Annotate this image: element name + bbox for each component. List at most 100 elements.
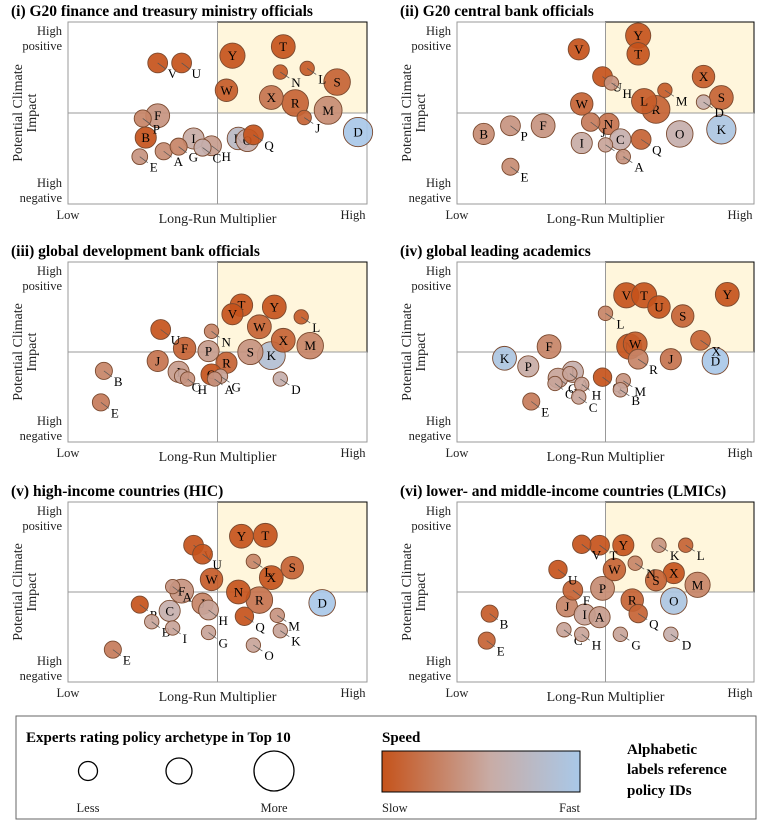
bubble-V xyxy=(567,38,590,61)
bubble-J xyxy=(146,349,169,373)
bubble-label-X: X xyxy=(267,570,277,585)
leader-line-M xyxy=(664,89,675,97)
y-axis-title-2: Impact xyxy=(25,572,40,611)
bubble-label-Y: Y xyxy=(633,28,643,43)
bubble-O xyxy=(666,120,694,148)
bubble-label-S: S xyxy=(289,560,296,575)
leader-line-L xyxy=(685,544,695,552)
leader-line-N xyxy=(635,562,645,570)
bubble-D xyxy=(308,589,336,617)
bubble-W xyxy=(602,557,627,582)
bubble-label-M: M xyxy=(288,618,300,633)
legend-speed-title: Speed xyxy=(382,730,421,746)
bubble-label-J: J xyxy=(601,125,606,140)
panel-title: (vi) lower- and middle-income countries … xyxy=(400,483,726,500)
y-low-label-2: negative xyxy=(409,669,452,683)
leader-line-U xyxy=(557,569,567,576)
leader-line-B xyxy=(103,370,113,378)
bubble-label-R: R xyxy=(291,95,300,110)
bubble-W xyxy=(246,314,272,340)
y-axis-title: Potential Climate xyxy=(11,64,26,162)
leader-line-H xyxy=(208,609,217,617)
y-high-label-2: positive xyxy=(411,39,451,53)
bubble-label-U: U xyxy=(192,66,202,81)
bubble-label-P: P xyxy=(520,129,527,144)
bubble-label-E: E xyxy=(541,405,549,420)
y-high-label: High xyxy=(426,264,452,278)
bubble-label-Q: Q xyxy=(255,619,265,634)
leader-line-E xyxy=(486,640,495,647)
y-high-label-2: positive xyxy=(22,519,62,533)
panel-title: (iv) global leading academics xyxy=(400,243,591,260)
x-high-label: High xyxy=(728,208,754,222)
y-low-label-2: negative xyxy=(20,191,63,205)
bubble-label-V: V xyxy=(574,42,584,57)
x-axis-title: Long-Run Multiplier xyxy=(547,212,665,227)
y-axis-title: Potential Climate xyxy=(400,303,415,401)
leader-line-O xyxy=(554,383,564,390)
legend: Experts rating policy archetype in Top 1… xyxy=(15,715,757,820)
legend-speed-gradient xyxy=(381,750,581,793)
bubble-label-V: V xyxy=(168,66,178,81)
leader-line-A xyxy=(163,150,172,158)
bubble-label-Q: Q xyxy=(264,138,274,153)
bubble-S xyxy=(280,556,304,580)
x-low-label: Low xyxy=(446,686,469,700)
y-high-label-2: positive xyxy=(22,39,62,53)
bubble-label-W: W xyxy=(576,96,589,111)
bubble-label-W: W xyxy=(220,83,233,98)
bubble-W xyxy=(570,92,594,116)
bubble-label-U: U xyxy=(568,573,578,588)
bubble-label-L: L xyxy=(640,94,648,109)
bubble-label-S: S xyxy=(652,573,659,588)
bubble-label-G: G xyxy=(231,379,240,394)
bubble-label-N: N xyxy=(234,585,244,600)
bubble-label-D: D xyxy=(682,637,691,652)
y-low-label-2: negative xyxy=(409,191,452,205)
bubble-label-R: R xyxy=(628,593,637,608)
legend-size-less: Less xyxy=(77,801,100,815)
bubble-V xyxy=(221,303,244,326)
bubble-X xyxy=(270,327,296,353)
bubble-label-M: M xyxy=(692,577,704,592)
bubble-label-H: H xyxy=(219,613,228,628)
leader-line-M xyxy=(623,380,633,388)
bubble-label-L: L xyxy=(697,548,705,563)
leader-line-G xyxy=(220,376,230,383)
bubble-label-B: B xyxy=(114,374,123,389)
leader-line-A xyxy=(623,156,633,163)
leader-line-T xyxy=(599,544,608,552)
bubble-label-G: G xyxy=(219,636,228,651)
x-high-label: High xyxy=(341,208,367,222)
panel-title: (v) high-income countries (HIC) xyxy=(11,483,223,500)
leader-line-R xyxy=(637,358,648,366)
bubble-label-X: X xyxy=(712,343,722,358)
bubble-label-B: B xyxy=(141,130,150,145)
bubble-P xyxy=(133,109,152,128)
bubble-label-D: D xyxy=(715,105,724,120)
bubble-label-X: X xyxy=(669,566,679,581)
leader-line-Q xyxy=(253,134,263,142)
x-axis-title: Long-Run Multiplier xyxy=(159,212,277,227)
bubble-label-P: P xyxy=(525,359,532,374)
bubble-label-I: I xyxy=(183,631,187,646)
y-high-label: High xyxy=(37,504,63,518)
bubble-label-T: T xyxy=(261,528,269,543)
bubble-F xyxy=(536,334,562,359)
legend-note-line-2: labels reference xyxy=(627,762,727,778)
bubble-label-L: L xyxy=(264,564,272,579)
bubble-A xyxy=(588,606,611,629)
bubble-label-F: F xyxy=(154,108,161,123)
leader-line-M xyxy=(277,615,287,622)
bubble-H xyxy=(574,376,590,393)
y-high-label: High xyxy=(37,24,63,38)
bubble-X xyxy=(691,64,716,89)
bubble-label-S: S xyxy=(247,345,254,360)
bubble-label-Q: Q xyxy=(649,617,659,632)
bubble-label-F: F xyxy=(540,118,547,133)
bubble-label-E: E xyxy=(520,170,528,185)
leader-line-P xyxy=(139,604,148,611)
leader-line-N xyxy=(211,331,220,338)
bubble-Y xyxy=(261,294,287,320)
bubble-K xyxy=(492,345,517,371)
